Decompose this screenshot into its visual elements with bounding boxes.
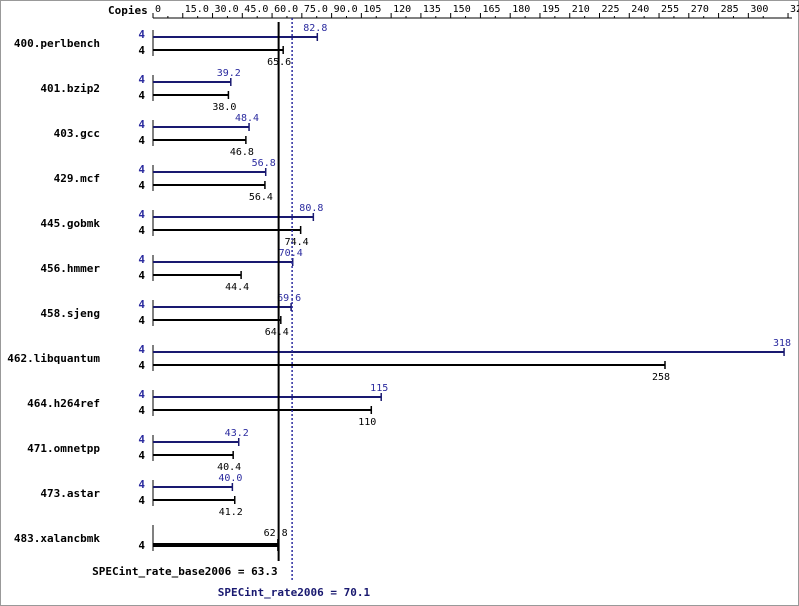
copies-label: 4: [138, 494, 145, 507]
category-label: 456.hmmer: [40, 262, 100, 275]
copies-label: 4: [138, 118, 145, 131]
tick-label: 45.0: [244, 4, 268, 15]
category-label: 429.mcf: [54, 172, 100, 185]
value-label: 110: [358, 417, 376, 428]
value-label: 258: [652, 372, 670, 383]
value-label: 64.4: [265, 327, 289, 338]
peak-reference-label: SPECint_rate2006 = 70.1: [218, 586, 371, 599]
tick-label: 165: [482, 4, 500, 15]
copies-label: 4: [138, 404, 145, 417]
category-label: 400.perlbench: [14, 37, 100, 50]
bar-combined: [153, 543, 278, 547]
copies-label: 4: [138, 89, 145, 102]
value-label: 41.2: [219, 507, 243, 518]
category-label: 403.gcc: [54, 127, 100, 140]
tick-label: 60.0: [274, 4, 298, 15]
reference-layer: SPECint_rate_base2006 = 63.3 SPECint_rate…: [92, 18, 370, 599]
tick-layer: 0 15.0 30.0 45.0 60.0 75.0 90.0 105 120 135 150 165…: [152, 4, 799, 18]
copies-label: 4: [138, 253, 145, 266]
category-label: 483.xalancbmk: [14, 532, 100, 545]
tick-label: 225: [602, 4, 620, 15]
copies-label: 4: [138, 208, 145, 221]
tick-label: 75.0: [304, 4, 328, 15]
category-label: 445.gobmk: [40, 217, 100, 230]
tick-label: 30.0: [215, 4, 239, 15]
tick-label: 135: [423, 4, 441, 15]
tick-label: 105: [363, 4, 381, 15]
value-label: 74.4: [285, 237, 309, 248]
copies-label: 4: [138, 359, 145, 372]
value-label: 40.4: [217, 462, 241, 473]
copies-label: 4: [138, 224, 145, 237]
value-label: 115: [370, 383, 388, 394]
copies-label: 4: [138, 269, 145, 282]
tick-label: 180: [512, 4, 530, 15]
tick-label: 150: [453, 4, 471, 15]
value-label: 62.8: [264, 528, 288, 539]
value-label: 69.6: [277, 293, 301, 304]
category-label: 458.sjeng: [40, 307, 100, 320]
tick-label: 285: [721, 4, 739, 15]
tick-label: 320: [790, 4, 799, 15]
axis-title: Copies: [108, 4, 148, 17]
copies-label: 4: [138, 314, 145, 327]
category-label: 401.bzip2: [40, 82, 100, 95]
tick-label: 195: [542, 4, 560, 15]
copies-label: 4: [138, 28, 145, 41]
value-label: 38.0: [212, 102, 236, 113]
copies-label: 4: [138, 163, 145, 176]
tick-label: 240: [631, 4, 649, 15]
copies-label: 4: [138, 433, 145, 446]
copies-label: 4: [138, 478, 145, 491]
copies-label: 4: [138, 343, 145, 356]
tick-label: 0: [155, 4, 161, 15]
value-label: 56.4: [249, 192, 273, 203]
tick-label: 15.0: [185, 4, 209, 15]
value-label: 46.8: [230, 147, 254, 158]
copies-label: 4: [138, 73, 145, 86]
tick-label: 210: [572, 4, 590, 15]
value-label: 70.4: [279, 248, 303, 259]
value-label: 43.2: [225, 428, 249, 439]
copies-label: 4: [138, 179, 145, 192]
tick-label: 270: [691, 4, 709, 15]
tick-label: 300: [750, 4, 768, 15]
copies-label: 4: [138, 134, 145, 147]
category-label: 471.omnetpp: [27, 442, 100, 455]
value-label: 48.4: [235, 113, 259, 124]
category-label: 462.libquantum: [7, 352, 100, 365]
value-label: 56.8: [252, 158, 276, 169]
tick-label: 90.0: [334, 4, 358, 15]
value-label: 40.0: [218, 473, 242, 484]
copies-label: 4: [138, 539, 145, 552]
category-label: 473.astar: [40, 487, 100, 500]
value-label: 39.2: [217, 68, 241, 79]
bars-layer: 400.perlbench482.8465.6401.bzip2439.2438…: [7, 23, 791, 552]
value-label: 82.8: [303, 23, 327, 34]
value-label: 318: [773, 338, 791, 349]
category-label: 464.h264ref: [27, 397, 100, 410]
tick-label: 120: [393, 4, 411, 15]
value-label: 44.4: [225, 282, 249, 293]
value-label: 80.8: [299, 203, 323, 214]
tick-label: 255: [661, 4, 679, 15]
copies-label: 4: [138, 44, 145, 57]
copies-label: 4: [138, 449, 145, 462]
base-reference-label: SPECint_rate_base2006 = 63.3: [92, 565, 277, 578]
copies-label: 4: [138, 388, 145, 401]
copies-label: 4: [138, 298, 145, 311]
